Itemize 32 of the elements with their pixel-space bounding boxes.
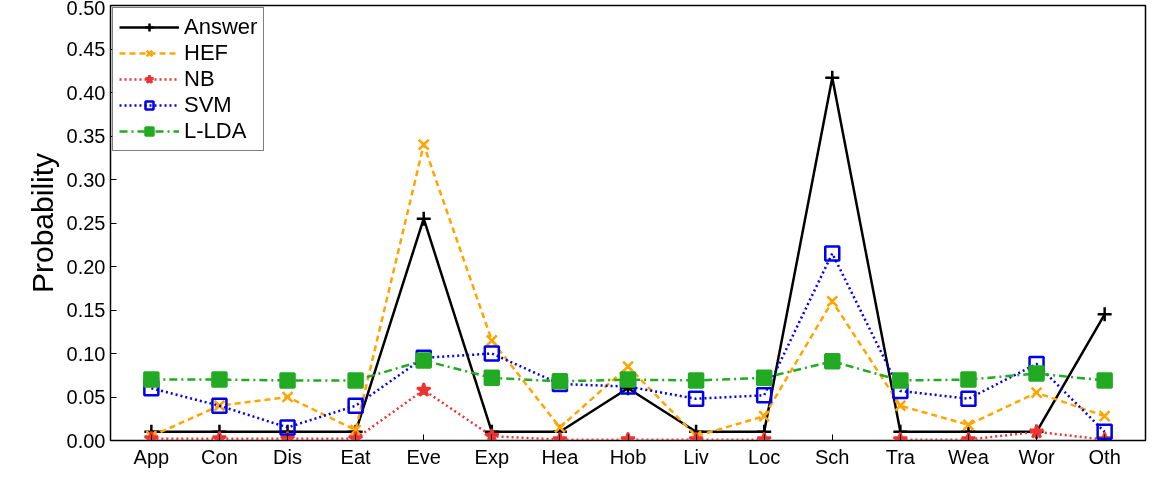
x-tick-label: Tra	[885, 445, 916, 468]
x-tick-label: Eat	[340, 445, 372, 468]
y-tick-label: 0.30	[66, 168, 106, 191]
x-tick-label: Eve	[406, 445, 441, 468]
y-tick-label: 0.25	[66, 212, 106, 234]
y-tick-label: 0.40	[66, 81, 106, 104]
x-tick-label: Hob	[609, 445, 647, 468]
legend-label: Answer	[184, 14, 258, 40]
y-tick-label: 0.15	[66, 299, 106, 321]
y-tick-label: 0.05	[66, 386, 106, 408]
x-tick-label: Sch	[815, 445, 850, 468]
x-tick-label: Liv	[683, 445, 709, 468]
y-tick-label: 0.45	[66, 38, 106, 60]
x-tick-label: Exp	[474, 445, 510, 468]
y-axis-title: Probability	[25, 152, 59, 294]
x-tick-label: Oth	[1088, 445, 1121, 468]
x-tick-label: Loc	[748, 445, 781, 468]
legend-label: SVM	[184, 92, 232, 118]
x-tick-label: Hea	[541, 445, 580, 468]
x-tick-label: Wea	[948, 445, 990, 468]
x-tick-label: Wor	[1018, 445, 1056, 468]
x-tick-label: App	[133, 445, 170, 468]
y-tick-label: 0.50	[66, 0, 106, 19]
legend-label: NB	[184, 66, 215, 92]
y-tick-label: 0.00	[66, 429, 106, 452]
x-tick-label: Dis	[273, 445, 302, 468]
x-tick-label: Con	[201, 445, 238, 468]
y-tick-label: 0.20	[66, 255, 106, 278]
y-tick-label: 0.35	[66, 125, 106, 147]
legend-label: L-LDA	[184, 118, 247, 144]
legend-label: HEF	[184, 40, 228, 66]
y-tick-label: 0.10	[66, 342, 106, 365]
